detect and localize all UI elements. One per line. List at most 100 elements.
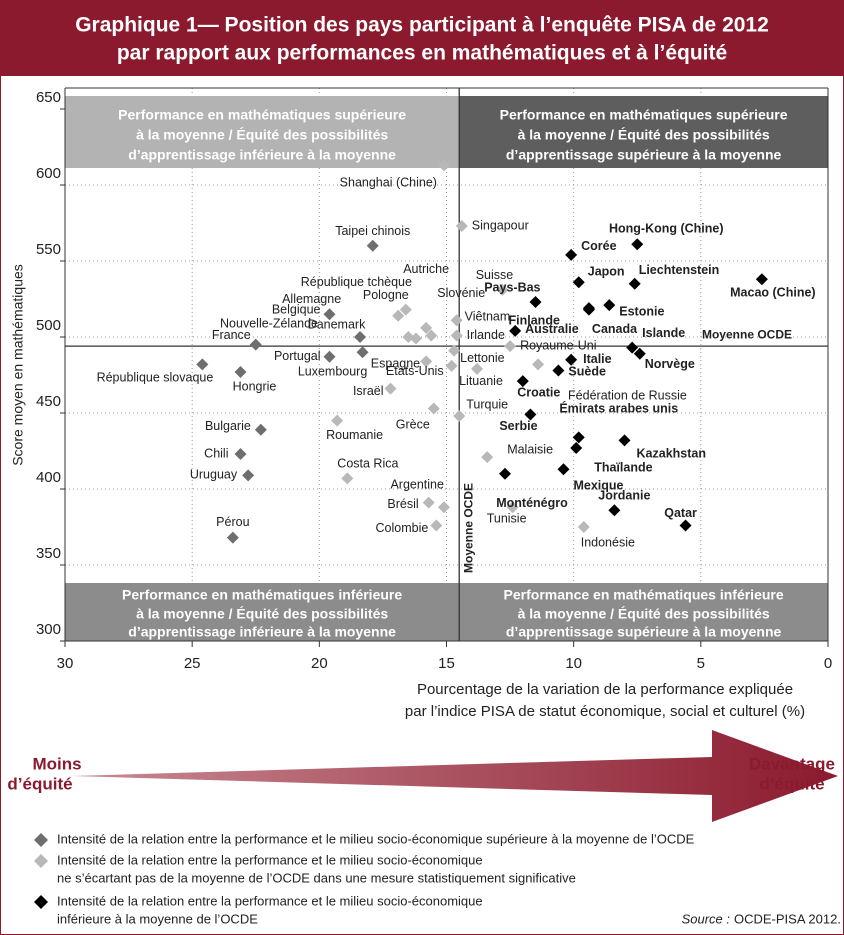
point [453, 410, 466, 423]
point-label: Singapour [472, 218, 529, 232]
point [608, 504, 621, 517]
quadrant-label: Performance en mathématiques inférieure [122, 587, 402, 603]
point-label: Portugal [274, 349, 321, 363]
point [618, 434, 631, 447]
point-label: Pays-Bas [484, 280, 540, 294]
point [603, 299, 616, 312]
y-tick-label: 500 [36, 317, 61, 334]
point [437, 159, 450, 172]
point-label: Israël [353, 384, 384, 398]
point [481, 451, 494, 464]
point [242, 469, 255, 482]
point-label: Allemagne [282, 292, 341, 306]
point-label: Roumanie [326, 428, 383, 442]
point [565, 353, 578, 366]
point-label: Lituanie [459, 374, 503, 388]
point-label: Luxembourg [298, 364, 368, 378]
x-tick-label: 10 [565, 655, 582, 672]
quadrant-label: à la moyenne / Équité des possibilités [518, 606, 770, 622]
point-label: Mexique [573, 479, 623, 493]
point-label: Nouvelle-Zélande [220, 316, 318, 330]
point-label: Indonésie [581, 535, 635, 549]
point-label: Irlande [467, 328, 505, 342]
quadrant-box [459, 96, 828, 168]
quadrant-label: d’apprentissage inférieure à la moyenne [128, 147, 396, 163]
point-label: Fédération de Russie [568, 389, 687, 403]
point-label: Macao (Chine) [730, 286, 815, 300]
point-label: Islande [642, 326, 685, 340]
point-label: Suisse [476, 268, 514, 282]
point [504, 340, 517, 353]
point [427, 402, 440, 415]
point [450, 329, 463, 342]
point-label: Autriche [403, 262, 449, 276]
point-label: Tunisie [487, 512, 527, 526]
point-label: Canada [592, 322, 638, 336]
point [437, 501, 450, 514]
point [399, 303, 412, 316]
x-axis-title: Pourcentage de la variation de la perfor… [417, 681, 793, 698]
point [331, 414, 344, 427]
arrow-left-label: Moins [32, 754, 81, 773]
point [471, 362, 484, 375]
arrow-right-label: d’équité [759, 774, 824, 793]
source-label: Source : [682, 911, 731, 926]
point [506, 501, 519, 514]
y-tick-label: 550 [36, 241, 61, 258]
point-label: Costa Rica [337, 457, 398, 471]
point [420, 321, 433, 334]
chart-title: Graphique 1— Position des pays participa… [75, 14, 769, 37]
point-label: Kazakhstan [637, 447, 706, 461]
legend-marker [34, 854, 48, 868]
x-tick-label: 15 [438, 655, 455, 672]
point [626, 341, 639, 354]
quadrant-label: à la moyenne / Équité des possibilités [136, 127, 388, 143]
point-label: Norvège [645, 357, 695, 371]
point-label: Shanghai (Chine) [340, 176, 437, 190]
point-label: Turquie [466, 397, 508, 411]
y-tick-label: 300 [36, 621, 61, 638]
y-tick-label: 350 [36, 545, 61, 562]
point-label: Slovénie [437, 286, 485, 300]
title-banner [0, 0, 844, 76]
point [633, 347, 646, 360]
point [577, 521, 590, 533]
point [448, 344, 461, 357]
legend-marker [34, 895, 48, 909]
point [532, 358, 545, 371]
point [323, 350, 336, 363]
point [354, 331, 367, 343]
point-label: Danemark [308, 317, 366, 331]
point [234, 448, 247, 461]
point [420, 355, 433, 368]
point-label: Uruguay [190, 468, 238, 482]
point [628, 277, 641, 290]
point-label: Royaume-Uni [520, 338, 596, 352]
legend-marker [34, 833, 48, 847]
point-label: Serbie [499, 419, 537, 433]
x-tick-label: 30 [57, 655, 74, 672]
point-label: République slovaque [97, 371, 214, 385]
x-tick-label: 25 [184, 655, 201, 672]
point-label: France [212, 328, 251, 342]
x-tick-label: 5 [697, 655, 705, 672]
point-label: Estonie [619, 304, 664, 318]
point-label: Australie [525, 322, 579, 336]
point [409, 332, 422, 345]
point [234, 365, 247, 378]
y-tick-label: 600 [36, 165, 61, 182]
quadrant-label: d’apprentissage supérieure à la moyenne [506, 147, 782, 163]
mean-y-label: Moyenne OCDE [702, 327, 792, 341]
point-label: Liechtenstein [639, 263, 720, 277]
point [557, 463, 570, 476]
point [455, 220, 468, 233]
point [529, 296, 542, 309]
point-label: Hong-Kong (Chine) [609, 222, 724, 236]
point-label: Suède [568, 365, 606, 379]
legend-label: Intensité de la relation entre la perfor… [57, 852, 483, 867]
point-label: Grèce [396, 418, 430, 432]
legend-label: ne s’écartant pas de la moyenne de l’OCD… [57, 870, 576, 885]
point-label: Chili [204, 446, 228, 460]
quadrant-label: à la moyenne / Équité des possibilités [518, 127, 770, 143]
